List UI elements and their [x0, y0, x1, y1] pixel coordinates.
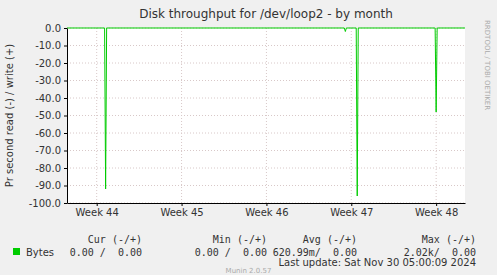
- stats-header: Cur (-/+): [88, 234, 142, 245]
- y-tick-label: -100.0: [29, 198, 61, 209]
- y-tick: -60.0: [35, 128, 67, 139]
- y-tick: -10.0: [35, 40, 67, 51]
- x-tick: Week 44: [76, 203, 119, 218]
- plot-area: [67, 28, 465, 203]
- footer: Last update: Sat Nov 30 05:00:09 2024: [278, 257, 476, 268]
- y-axis: 0.0 -10.0 -20.0 -30.0 -40.0 -50.0 -60.0 -70.0 -8…: [29, 23, 68, 209]
- y-tick: -70.0: [35, 145, 67, 156]
- x-tick-mark: [182, 203, 183, 206]
- grid-line-y: [67, 45, 465, 46]
- y-tick: -40.0: [35, 93, 67, 104]
- y-tick-label: -20.0: [35, 58, 61, 69]
- y-tick-mark: [64, 81, 67, 82]
- y-tick: -50.0: [35, 110, 67, 121]
- y-tick-mark: [64, 98, 67, 99]
- y-axis-title: Pr second read (-) / write (+): [4, 44, 15, 187]
- stats-header: Min (-/+): [213, 234, 267, 245]
- series-group: [67, 28, 465, 196]
- grid-line-y: [67, 185, 465, 186]
- y-tick-label: -90.0: [35, 180, 61, 191]
- y-tick-mark: [64, 151, 67, 152]
- x-tick: Week 48: [415, 203, 458, 218]
- x-tick-label: Week 47: [330, 207, 373, 218]
- x-tick-label: Week 44: [76, 207, 119, 218]
- y-tick-label: -60.0: [35, 128, 61, 139]
- y-tick-label: -30.0: [35, 75, 61, 86]
- y-axis-line: [67, 29, 68, 204]
- y-tick-mark: [64, 203, 67, 204]
- x-tick: Week 47: [330, 203, 373, 218]
- y-tick-label: -10.0: [35, 40, 61, 51]
- stats-header: Avg (-/+): [303, 234, 357, 245]
- x-tick: Week 45: [160, 203, 203, 218]
- credits: Munin 2.0.57: [226, 267, 272, 275]
- y-tick: 0.0: [45, 23, 67, 34]
- grid-line-y: [67, 80, 465, 81]
- grid-line-x: [181, 28, 182, 203]
- y-tick-mark: [64, 46, 67, 47]
- x-tick: Week 46: [245, 203, 288, 218]
- grid-line-y: [67, 150, 465, 151]
- x-axis: Week 44 Week 45 Week 46 Week 47 Week 48: [68, 203, 466, 218]
- y-tick: -80.0: [35, 163, 67, 174]
- y-tick-label: -70.0: [35, 145, 61, 156]
- x-tick-label: Week 48: [415, 207, 458, 218]
- y-tick-mark: [64, 186, 67, 187]
- y-tick: -90.0: [35, 180, 67, 191]
- y-tick: -30.0: [35, 75, 67, 86]
- grid-line-y: [67, 63, 465, 64]
- y-tick-mark: [64, 28, 67, 29]
- watermark: RRDTOOL / TOBI OETIKER: [483, 20, 491, 110]
- x-tick-mark: [266, 203, 267, 206]
- title: Disk throughput for /dev/loop2 - by mont…: [139, 7, 393, 21]
- stats-cell: 0.00 / 0.00: [70, 247, 142, 258]
- legend-label: Bytes: [26, 247, 54, 258]
- y-tick: -100.0: [29, 198, 67, 209]
- x-tick-mark: [97, 203, 98, 206]
- y-tick-mark: [64, 116, 67, 117]
- y-tick-label: 0.0: [45, 23, 61, 34]
- legend-swatch: [13, 248, 20, 255]
- x-tick-mark: [436, 203, 437, 206]
- grid-line-x: [351, 28, 352, 203]
- y-tick-mark: [64, 168, 67, 169]
- grid-line-x: [96, 28, 97, 203]
- x-tick-label: Week 46: [245, 207, 288, 218]
- stats-header: Max (-/+): [422, 234, 476, 245]
- grid-line-x: [266, 28, 267, 203]
- grid-line-y: [67, 168, 465, 169]
- y-tick-label: -50.0: [35, 110, 61, 121]
- chart-svg: 0.0 -10.0 -20.0 -30.0 -40.0 -50.0 -60.0 -70.0 -8…: [0, 0, 497, 275]
- background: [0, 0, 497, 275]
- y-tick-mark: [64, 63, 67, 64]
- y-tick-label: -80.0: [35, 163, 61, 174]
- x-tick-label: Week 45: [160, 207, 203, 218]
- stats-cell: 0.00 / 0.00: [195, 247, 267, 258]
- x-tick-mark: [351, 203, 352, 206]
- y-tick: -20.0: [35, 58, 67, 69]
- y-tick-mark: [64, 133, 67, 134]
- y-tick-label: -40.0: [35, 93, 61, 104]
- series-line: [67, 28, 465, 196]
- grid: [67, 28, 465, 203]
